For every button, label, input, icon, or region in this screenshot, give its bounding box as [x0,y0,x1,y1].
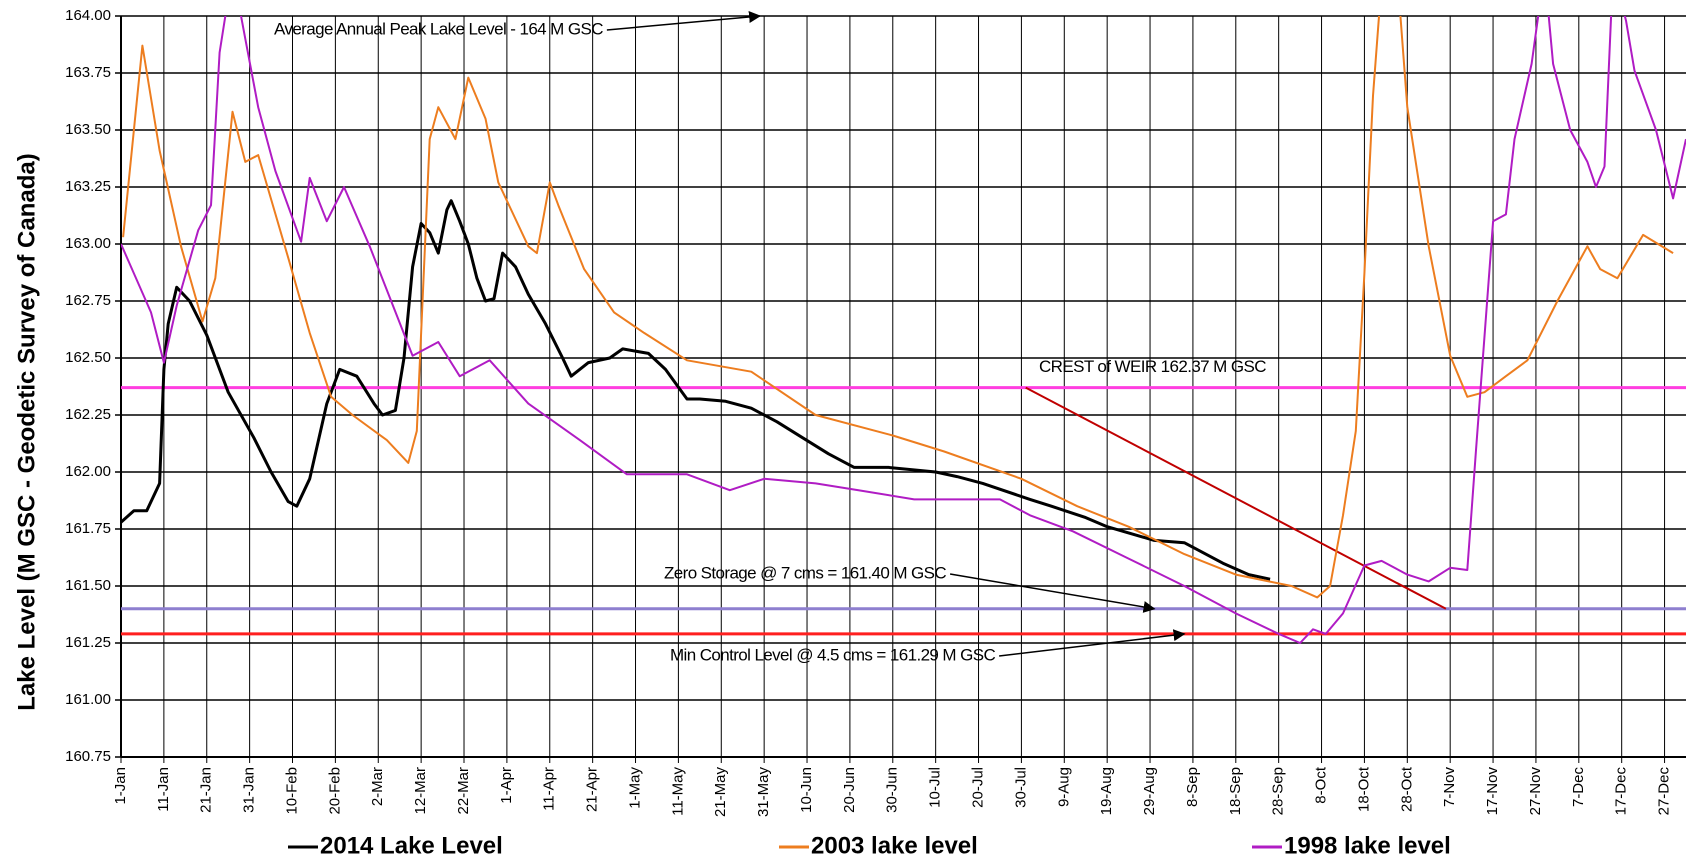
x-tick-label: 1-Jan [112,767,129,805]
x-tick-label: 31-Jan [241,767,258,813]
x-tick-label: 7-Dec [1570,767,1587,808]
x-tick-label: 19-Aug [1098,767,1115,815]
y-tick-label: 161.75 [65,520,111,537]
x-tick-label: 20-Feb [326,767,343,815]
x-tick-label: 2-Mar [369,767,386,806]
y-tick-label: 161.00 [65,691,111,708]
series-line [121,199,1271,581]
y-tick-label: 160.75 [65,748,111,765]
x-tick-label: 10-Jun [798,767,815,813]
annotation: Min Control Level @ 4.5 cms = 161.29 M G… [670,645,995,664]
x-tick-label: 8-Sep [1184,767,1201,807]
x-tick-label: 17-Nov [1484,767,1501,816]
x-tick-label: 1-Apr [498,767,515,804]
x-tick-label: 27-Nov [1527,767,1544,816]
y-tick-label: 162.75 [65,292,111,309]
y-tick-label: 163.75 [65,64,111,81]
x-tick-label: 28-Sep [1270,767,1287,815]
y-tick-label: 162.00 [65,463,111,480]
x-tick-label: 20-Jun [841,767,858,813]
y-tick-label: 163.50 [65,121,111,138]
y-tick-label: 164.00 [65,7,111,24]
x-tick-label: 21-May [712,767,729,818]
y-tick-label: 162.50 [65,349,111,366]
x-tick-label: 11-May [669,767,686,816]
legend-label: 2014 Lake Level [320,832,503,859]
x-tick-label: 9-Aug [1055,767,1072,807]
series-line [121,16,1686,644]
annotation-arrow [999,629,1186,657]
plot-area [121,16,1686,644]
legend-label: 1998 lake level [1284,832,1451,859]
x-tick-label: 11-Jan [155,767,172,812]
x-tick-label: 17-Dec [1613,767,1630,816]
x-tick-label: 30-Jun [884,767,901,813]
x-tick-label: 30-Jul [1012,767,1029,808]
x-tick-label: 11-Apr [541,767,558,811]
x-tick-label: 12-Mar [412,767,429,815]
y-tick-label: 163.00 [65,235,111,252]
y-axis-label: Lake Level (M GSC - Geodetic Survey of C… [13,153,40,710]
trend-line [1025,386,1447,610]
annotation: Average Annual Peak Lake Level - 164 M G… [274,19,603,38]
x-tick-label: 31-May [755,767,772,818]
series-line [122,16,1674,599]
x-tick-label: 29-Aug [1141,767,1158,815]
x-tick-label: 1-May [626,767,643,809]
x-tick-label: 10-Jul [927,767,944,808]
x-tick-label: 28-Oct [1398,766,1415,812]
y-tick-label: 162.25 [65,406,111,423]
x-tick-label: 21-Jan [198,767,215,813]
legend-label: 2003 lake level [811,832,978,859]
x-tick-label: 18-Sep [1227,767,1244,815]
y-tick-label: 161.25 [65,634,111,651]
y-tick-label: 161.50 [65,577,111,594]
x-tick-label: 10-Feb [283,767,300,815]
x-tick-label: 8-Oct [1313,766,1330,804]
annotation: CREST of WEIR 162.37 M GSC [1039,357,1266,376]
x-tick-label: 7-Nov [1441,767,1458,808]
annotation: Zero Storage @ 7 cms = 161.40 M GSC [664,563,946,582]
y-tick-label: 163.25 [65,178,111,195]
x-tick-label: 27-Dec [1656,767,1673,816]
x-tick-label: 20-Jul [970,767,987,808]
x-tick-label: 22-Mar [455,767,472,815]
annotation-arrow [606,11,762,31]
x-tick-label: 21-Apr [584,767,601,812]
annotation-arrow [949,573,1156,613]
x-tick-label: 18-Oct [1355,766,1372,812]
